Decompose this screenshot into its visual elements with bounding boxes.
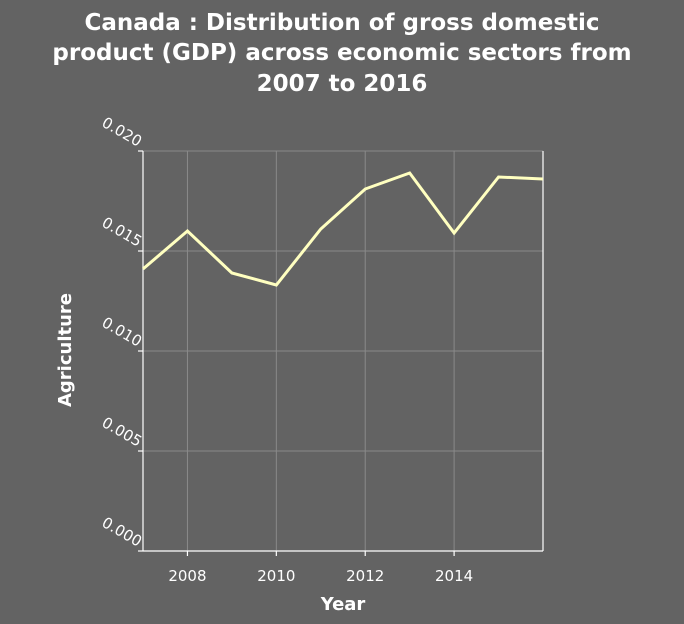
x-tick-label: 2008 bbox=[168, 567, 206, 585]
y-tick-label: 0.015 bbox=[99, 213, 145, 250]
y-tick-label: 0.000 bbox=[99, 513, 145, 550]
y-axis-label: Agriculture bbox=[55, 293, 76, 407]
series-group bbox=[142, 171, 544, 287]
chart-title-line-3: 2007 to 2016 bbox=[257, 71, 428, 97]
axes bbox=[138, 150, 544, 556]
chart-title-line-1: Canada : Distribution of gross domestic bbox=[84, 10, 599, 36]
y-tick-labels: 0.000 0.005 0.010 0.015 0.020 bbox=[99, 113, 145, 550]
x-tick-labels: 2008 2010 2012 2014 bbox=[168, 567, 473, 585]
y-tick-label: 0.020 bbox=[99, 113, 145, 150]
series-line bbox=[142, 171, 544, 287]
y-tick-label: 0.010 bbox=[99, 313, 145, 350]
y-tick-label: 0.005 bbox=[99, 413, 145, 450]
x-tick-label: 2010 bbox=[257, 567, 295, 585]
x-axis-label: Year bbox=[320, 594, 366, 615]
x-tick-label: 2014 bbox=[435, 567, 473, 585]
chart-title: Canada : Distribution of gross domestic … bbox=[52, 10, 631, 97]
x-tick-label: 2012 bbox=[346, 567, 384, 585]
chart-title-line-2: product (GDP) across economic sectors fr… bbox=[52, 40, 631, 66]
